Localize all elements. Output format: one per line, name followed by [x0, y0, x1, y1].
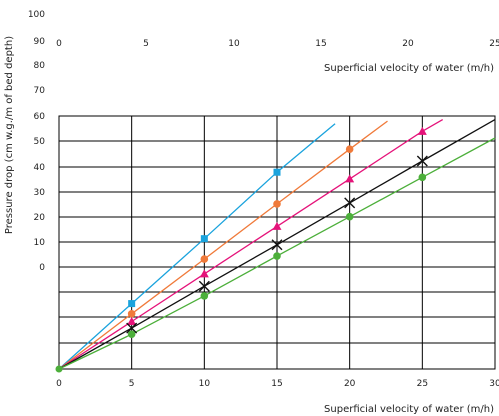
data-point-triangle	[199, 269, 209, 278]
series-markers	[55, 126, 428, 373]
data-point-cross	[126, 322, 138, 334]
bottom-x-tick-label: 20	[344, 379, 356, 389]
y-tick-label: 90	[34, 37, 46, 47]
data-point-triangle	[127, 316, 137, 325]
y-tick-label: 100	[28, 10, 45, 20]
bottom-x-tick-label: 15	[271, 379, 282, 389]
y-tick-label: 30	[34, 188, 46, 198]
data-point-square	[273, 168, 281, 176]
data-point-cross	[344, 197, 356, 209]
y-tick-label: 50	[34, 137, 46, 147]
y-tick-label: 70	[34, 86, 46, 96]
cross-stroke	[344, 197, 356, 209]
data-point-cross	[416, 155, 428, 167]
top-x-tick-label: 0	[56, 39, 62, 49]
y-tick-label: 0	[39, 263, 45, 273]
cross-stroke	[198, 280, 210, 292]
cross-stroke	[271, 239, 283, 251]
top-x-axis-title: Superficial velocity of water (m/h)	[324, 63, 494, 74]
data-point-circle	[127, 330, 136, 339]
series-line	[58, 120, 388, 370]
y-tick-label: 40	[34, 163, 46, 173]
data-point-circle	[345, 212, 354, 221]
bottom-x-tick-label: 30	[489, 379, 499, 389]
y-tick-label: 10	[34, 238, 46, 248]
data-point-cross	[271, 239, 283, 251]
top-x-tick-label: 25	[489, 39, 499, 49]
bottom-x-tick-label: 25	[417, 379, 428, 389]
data-point-circle	[345, 145, 354, 154]
data-point-triangle	[345, 174, 355, 183]
y-tick-label: 80	[34, 61, 46, 71]
y-tick-label: 20	[34, 213, 46, 223]
y-tick-label: 60	[34, 112, 46, 122]
cross-stroke	[126, 322, 138, 334]
top-x-tick-label: 5	[143, 39, 149, 49]
bottom-x-tick-label: 10	[199, 379, 211, 389]
plot-grid	[58, 115, 496, 370]
data-point-cross	[198, 280, 210, 292]
y-axis-title: Pressure drop (cm w.g./m of bed depth)	[4, 36, 15, 234]
top-x-axis: 0 5 10 15 20 25	[56, 39, 499, 49]
data-point-origin	[55, 365, 63, 373]
data-point-square	[200, 235, 208, 243]
bottom-x-axis: 0 5 10 15 20 25 30	[56, 379, 499, 389]
data-point-triangle	[417, 126, 427, 135]
top-x-tick-label: 20	[402, 39, 414, 49]
data-point-circle	[200, 292, 209, 300]
data-point-triangle	[272, 221, 282, 230]
top-x-tick-label: 10	[228, 39, 240, 49]
data-point-circle	[273, 252, 281, 260]
cross-stroke	[416, 155, 428, 167]
bottom-x-tick-label: 0	[56, 379, 62, 389]
series-line	[58, 119, 444, 370]
top-x-tick-label: 15	[315, 39, 326, 49]
bottom-x-axis-title: Superficial velocity of water (m/h)	[324, 404, 494, 415]
data-point-circle	[200, 255, 209, 263]
bottom-x-tick-label: 5	[129, 379, 135, 389]
data-point-circle	[127, 310, 136, 318]
data-point-circle	[273, 200, 281, 208]
data-point-square	[128, 300, 136, 308]
data-point-circle	[418, 173, 427, 182]
